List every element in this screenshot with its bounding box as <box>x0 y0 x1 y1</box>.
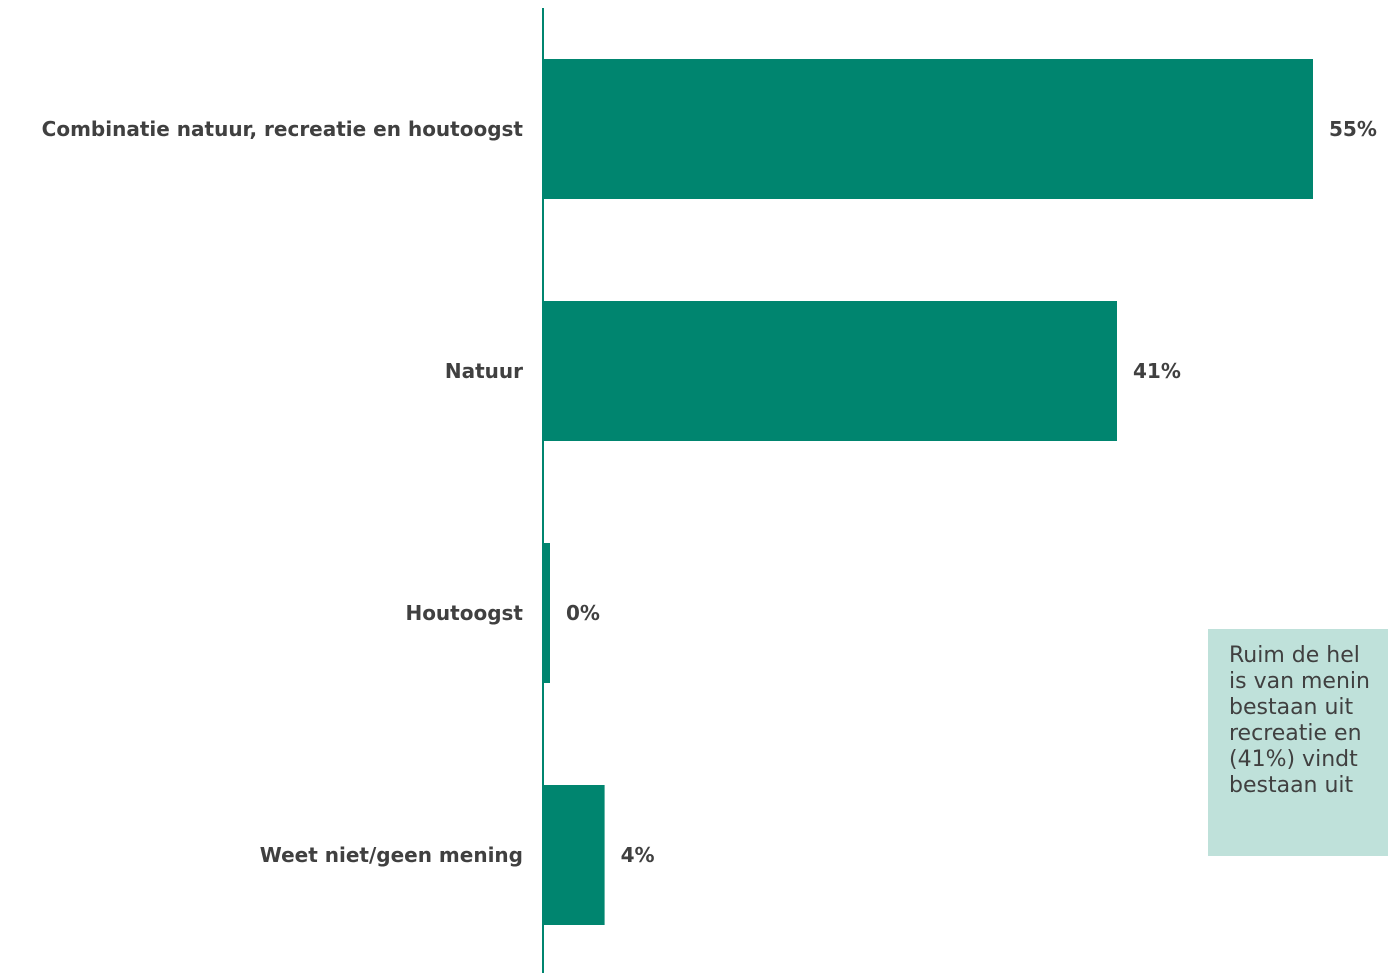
bar <box>543 301 1117 441</box>
annotation-line: (41%) vindt <box>1229 747 1358 772</box>
category-label: Houtoogst <box>405 601 523 625</box>
bars-group: Combinatie natuur, recreatie en houtoogs… <box>42 59 1377 925</box>
annotation-line: recreatie en <box>1229 721 1362 746</box>
bar <box>543 59 1313 199</box>
bar <box>543 785 605 925</box>
annotation-line: Ruim de hel <box>1229 643 1360 668</box>
data-label: 41% <box>1133 359 1181 383</box>
category-label: Combinatie natuur, recreatie en houtoogs… <box>42 117 524 141</box>
annotation-line: bestaan uit <box>1229 773 1354 798</box>
category-label: Weet niet/geen mening <box>260 843 523 867</box>
annotation-line: bestaan uit <box>1229 695 1354 720</box>
data-label: 55% <box>1329 117 1377 141</box>
category-label: Natuur <box>445 359 523 383</box>
annotation-box: Ruim de hel is van menin bestaan uit rec… <box>1208 629 1388 856</box>
annotation-line: is van menin <box>1229 669 1370 694</box>
data-label: 0% <box>566 601 600 625</box>
data-label: 4% <box>621 843 655 867</box>
bar <box>543 543 550 683</box>
